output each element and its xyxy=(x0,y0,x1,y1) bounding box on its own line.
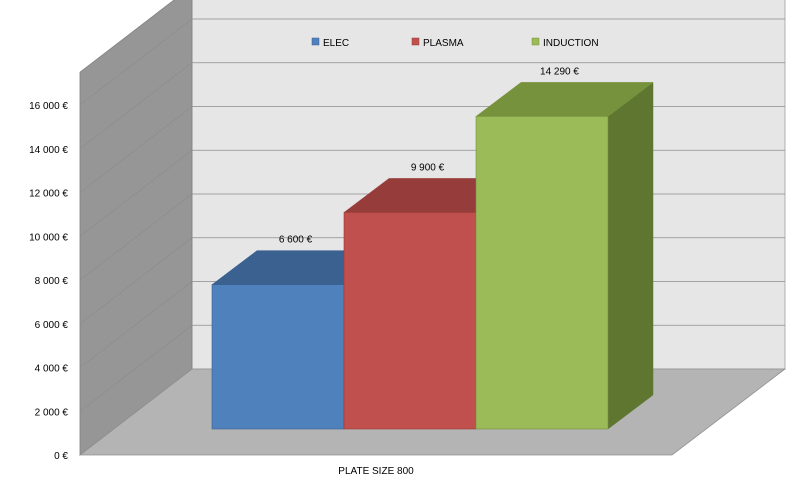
legend-label-plasma: PLASMA xyxy=(423,38,464,49)
legend-swatch-induction xyxy=(531,37,540,46)
y-tick-label: 0 € xyxy=(54,451,68,462)
data-label-plasma: 9 900 € xyxy=(411,162,445,173)
x-category-label: PLATE SIZE 800 xyxy=(338,466,414,477)
y-tick-label: 12 000 € xyxy=(29,189,68,200)
data-label-induction: 14 290 € xyxy=(540,66,579,77)
y-tick-label: 10 000 € xyxy=(29,232,68,243)
legend-label-induction: INDUCTION xyxy=(543,38,599,49)
legend-label-elec: ELEC xyxy=(323,38,349,49)
legend-swatch-elec xyxy=(311,37,320,46)
bar-elec xyxy=(211,284,345,430)
y-tick-label: 16 000 € xyxy=(29,101,68,112)
bar-side-induction xyxy=(607,81,654,430)
bar-induction xyxy=(475,116,609,430)
y-tick-label: 8 000 € xyxy=(35,276,69,287)
legend-swatch-plasma xyxy=(411,37,420,46)
bar-plasma xyxy=(343,212,477,430)
data-label-elec: 6 600 € xyxy=(279,235,313,246)
gridline xyxy=(79,62,785,150)
y-tick-label: 4 000 € xyxy=(35,364,69,375)
y-tick-label: 14 000 € xyxy=(29,145,68,156)
y-tick-label: 6 000 € xyxy=(35,320,69,331)
gridline xyxy=(79,18,785,106)
y-tick-label: 2 000 € xyxy=(35,407,69,418)
